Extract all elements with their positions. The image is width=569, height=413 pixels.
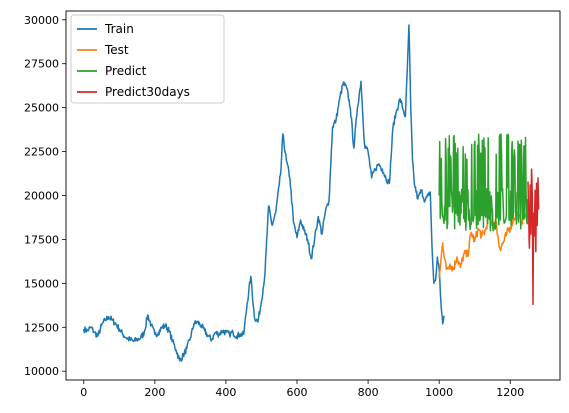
y-axis: 10000 12500 15000 17500 20000 22500 25000 27500… [24,14,66,378]
x-tick-label: 1000 [425,386,453,399]
y-tick-label: 15000 [24,277,59,290]
x-axis: 0 200 400 600 800 1000 1200 [80,380,524,399]
legend-label-train: Train [104,22,134,36]
y-tick-label: 10000 [24,365,59,378]
y-tick-label: 17500 [24,233,59,246]
y-tick-label: 22500 [24,146,59,159]
x-tick-label: 600 [287,386,308,399]
y-tick-label: 27500 [24,58,59,71]
legend: Train Test Predict Predict30days [70,14,225,104]
series-line-predict30days [527,168,540,306]
legend-label-predict: Predict [105,64,147,78]
x-tick-label: 400 [215,386,236,399]
series-line-train [83,24,445,362]
x-tick-label: 800 [358,386,379,399]
series-line-predict [438,133,529,232]
y-tick-label: 12500 [24,321,59,334]
y-tick-label: 20000 [24,190,59,203]
x-tick-label: 200 [144,386,165,399]
x-tick-label: 1200 [496,386,524,399]
y-tick-label: 30000 [24,14,59,27]
legend-box [70,14,225,104]
legend-label-test: Test [104,43,129,57]
x-tick-label: 0 [80,386,87,399]
legend-label-predict30days: Predict30days [105,85,190,99]
series-lines [83,24,540,362]
y-tick-label: 25000 [24,102,59,115]
